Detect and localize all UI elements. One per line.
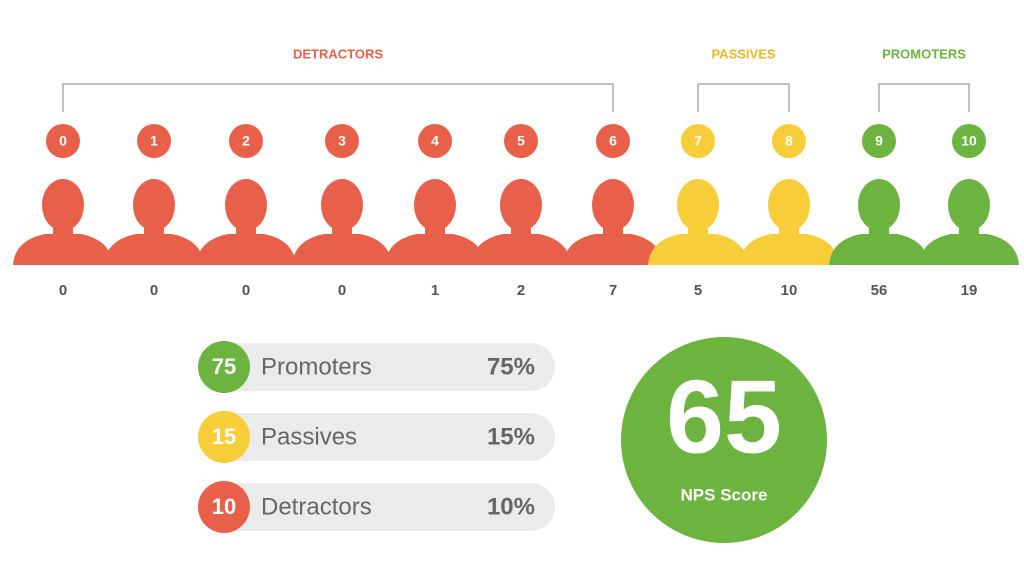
person-shoulders bbox=[471, 234, 571, 265]
person-head bbox=[768, 179, 810, 231]
response-count: 1 bbox=[431, 282, 439, 299]
score-number: 10 bbox=[961, 133, 977, 149]
summary-badge bbox=[198, 411, 250, 463]
nps-score: 65 bbox=[666, 359, 782, 475]
summary-label: Passives bbox=[261, 423, 357, 450]
person-head bbox=[42, 179, 84, 231]
score-badge bbox=[325, 124, 359, 158]
response-count: 5 bbox=[694, 282, 702, 299]
summary-pill bbox=[205, 413, 555, 461]
person-head bbox=[133, 179, 175, 231]
response-count: 56 bbox=[871, 282, 888, 299]
response-count: 0 bbox=[242, 282, 250, 299]
bracket bbox=[878, 83, 970, 112]
score-badge bbox=[504, 124, 538, 158]
person-shoulders bbox=[829, 234, 929, 265]
score-badge bbox=[137, 124, 171, 158]
summary-percent: 75% bbox=[487, 353, 535, 380]
response-count: 0 bbox=[338, 282, 346, 299]
response-count: 7 bbox=[609, 282, 617, 299]
person-shoulders bbox=[385, 234, 485, 265]
score-badge bbox=[229, 124, 263, 158]
score-number: 4 bbox=[431, 133, 439, 149]
group-label: PROMOTERS bbox=[882, 46, 966, 61]
score-number: 9 bbox=[875, 133, 883, 149]
score-badge bbox=[418, 124, 452, 158]
group-label: DETRACTORS bbox=[293, 46, 383, 61]
score-badge bbox=[772, 124, 806, 158]
person-head bbox=[500, 179, 542, 231]
person-head bbox=[414, 179, 456, 231]
person-head bbox=[592, 179, 634, 231]
person-shoulders bbox=[563, 234, 663, 265]
score-number: 1 bbox=[150, 133, 158, 149]
response-count: 0 bbox=[150, 282, 158, 299]
person-shoulders bbox=[104, 234, 204, 265]
bracket bbox=[697, 83, 790, 112]
summary-count: 75 bbox=[212, 354, 236, 379]
response-count: 10 bbox=[781, 282, 798, 299]
summary-label: Detractors bbox=[261, 493, 372, 520]
score-number: 3 bbox=[338, 133, 346, 149]
person-shoulders bbox=[919, 234, 1019, 265]
score-badge bbox=[596, 124, 630, 158]
summary-count: 15 bbox=[212, 424, 236, 449]
score-number: 5 bbox=[517, 133, 525, 149]
summary-label: Promoters bbox=[261, 353, 372, 380]
score-number: 8 bbox=[785, 133, 793, 149]
nps-label: NPS Score bbox=[681, 485, 768, 504]
summary-percent: 15% bbox=[487, 423, 535, 450]
score-number: 6 bbox=[609, 133, 617, 149]
summary-badge bbox=[198, 341, 250, 393]
person-head bbox=[321, 179, 363, 231]
person-shoulders bbox=[739, 234, 839, 265]
response-count: 0 bbox=[59, 282, 67, 299]
score-badge bbox=[681, 124, 715, 158]
person-shoulders bbox=[292, 234, 392, 265]
person-shoulders bbox=[196, 234, 296, 265]
group-label: PASSIVES bbox=[711, 46, 775, 61]
response-count: 2 bbox=[517, 282, 525, 299]
summary-count: 10 bbox=[212, 494, 236, 519]
summary-badge bbox=[198, 481, 250, 533]
score-badge bbox=[862, 124, 896, 158]
nps-circle bbox=[621, 337, 827, 543]
person-shoulders bbox=[648, 234, 748, 265]
score-badge bbox=[952, 124, 986, 158]
person-head bbox=[858, 179, 900, 231]
summary-pill bbox=[205, 343, 555, 391]
score-number: 0 bbox=[59, 133, 67, 149]
summary-pill bbox=[205, 483, 555, 531]
person-head bbox=[677, 179, 719, 231]
person-head bbox=[225, 179, 267, 231]
person-shoulders bbox=[13, 234, 113, 265]
response-count: 19 bbox=[961, 282, 978, 299]
score-badge bbox=[46, 124, 80, 158]
summary-percent: 10% bbox=[487, 493, 535, 520]
person-head bbox=[948, 179, 990, 231]
score-number: 2 bbox=[242, 133, 250, 149]
score-number: 7 bbox=[694, 133, 702, 149]
bracket bbox=[62, 83, 614, 112]
